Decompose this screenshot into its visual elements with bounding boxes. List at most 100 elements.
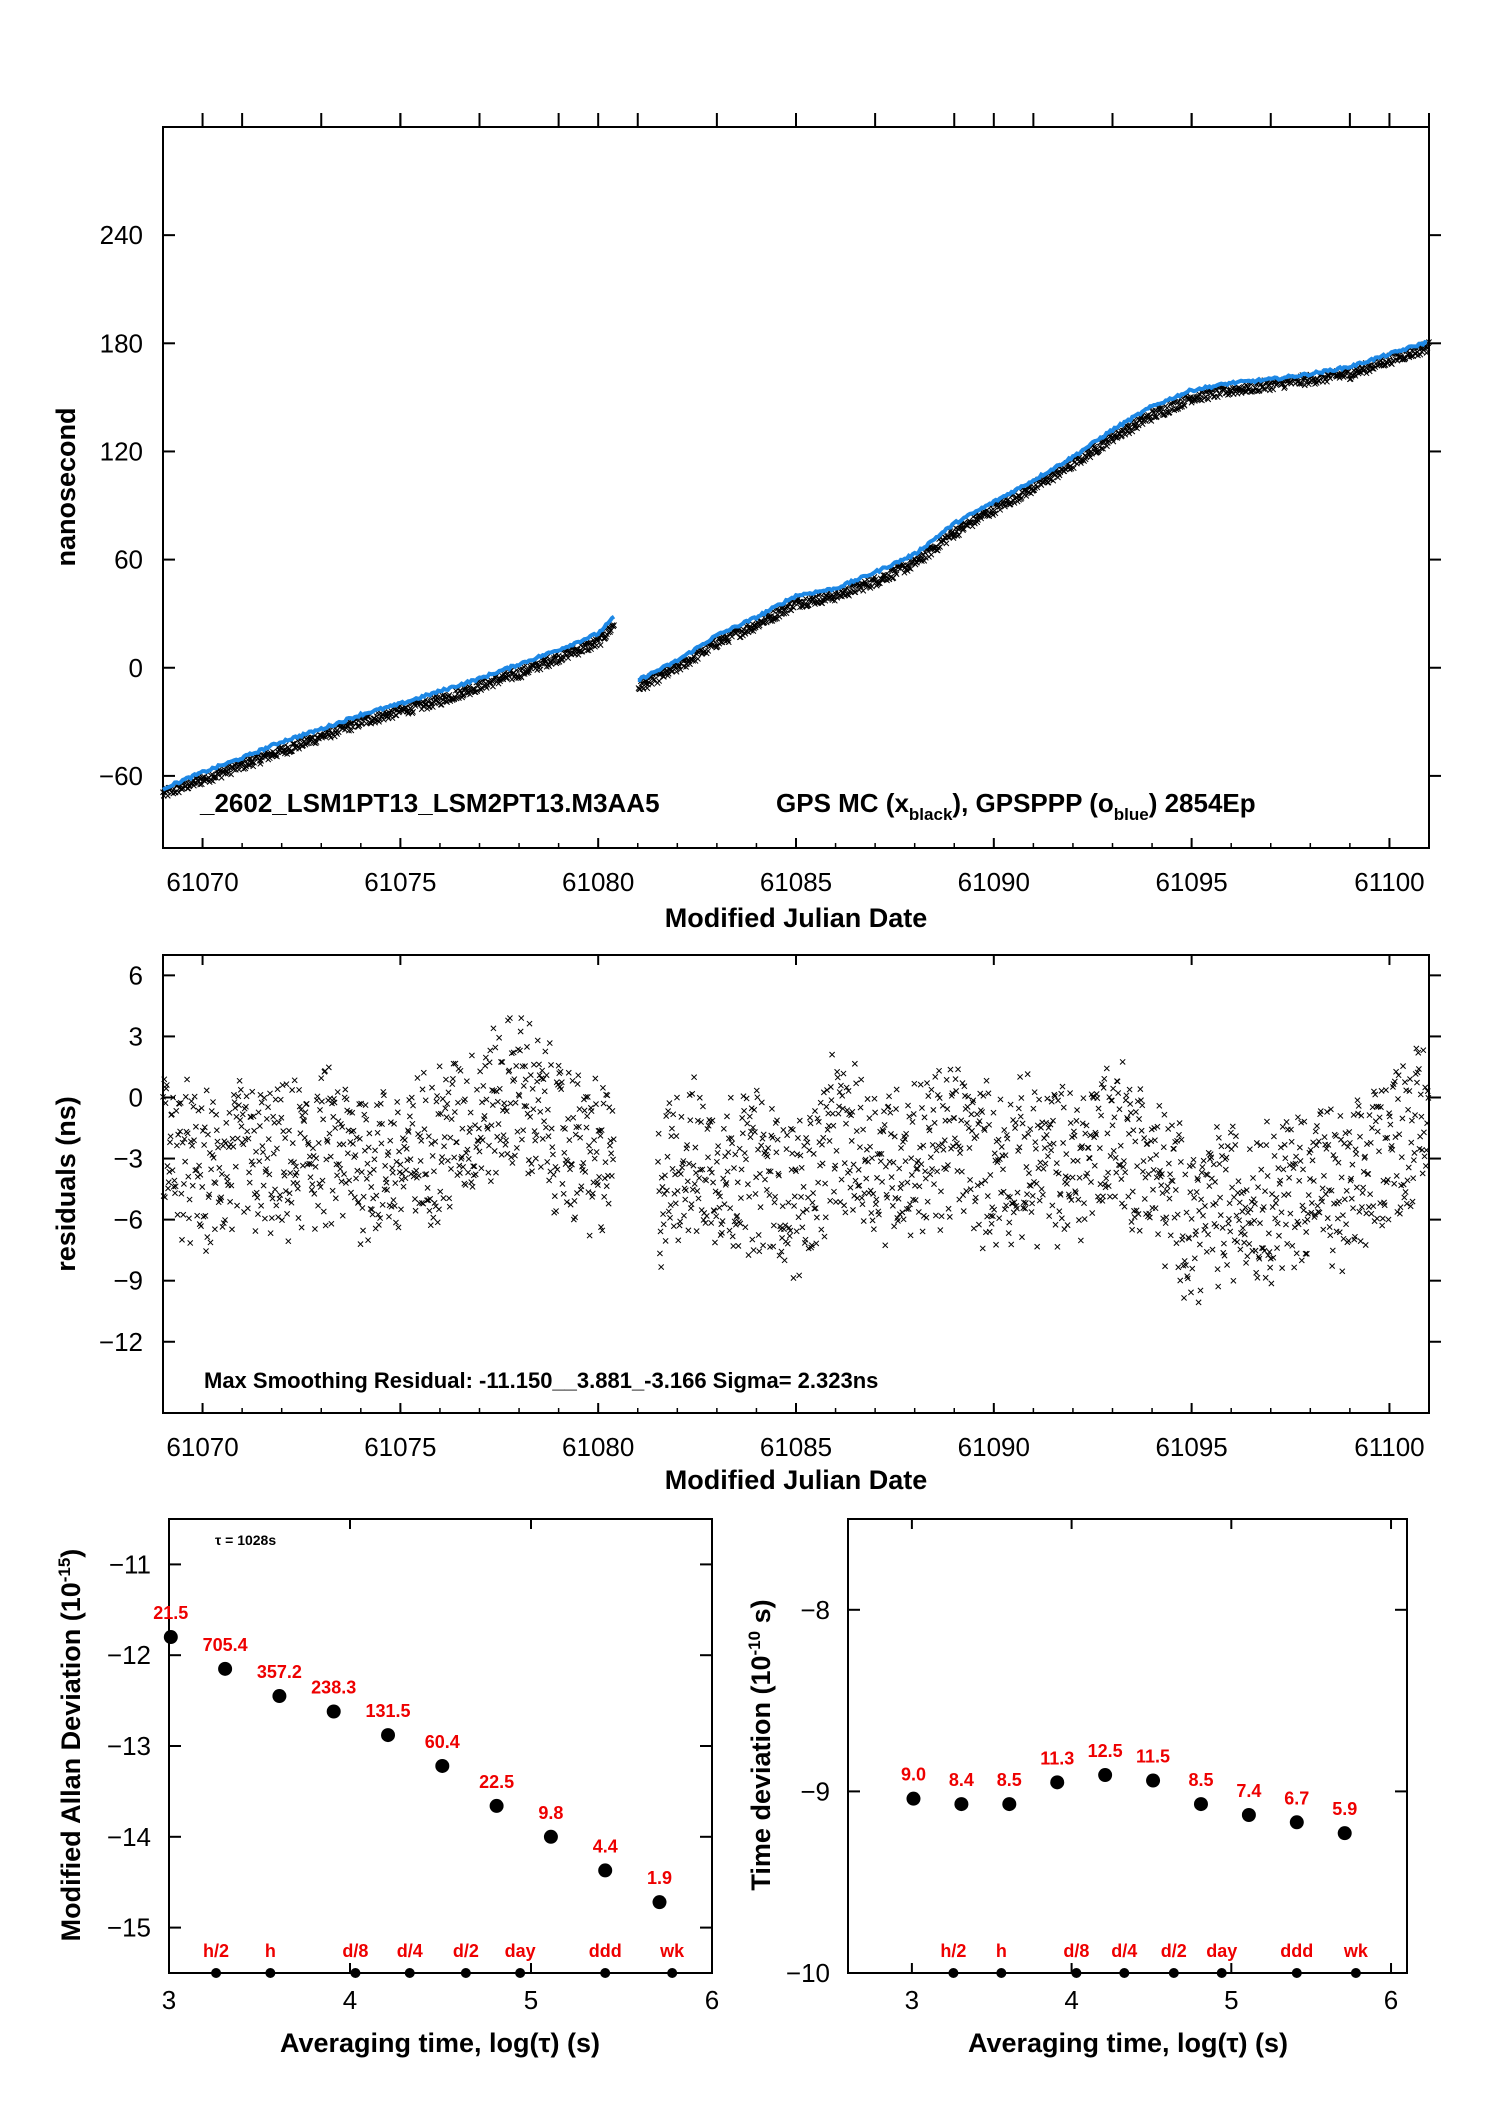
- residual-point: [1023, 1164, 1030, 1170]
- residual-point: [582, 1168, 589, 1175]
- residual-point: [687, 1117, 694, 1124]
- residual-point: [813, 1214, 820, 1221]
- residual-point: [390, 1197, 397, 1204]
- residual-point: [1385, 1216, 1392, 1223]
- residual-point: [938, 1188, 944, 1195]
- residual-point: [179, 1139, 186, 1146]
- residual-point: [1393, 1068, 1400, 1075]
- residual-point: [1327, 1106, 1334, 1113]
- residual-point: [946, 1213, 953, 1220]
- gps-mc-point: [1023, 492, 1030, 499]
- residual-point: [1324, 1215, 1331, 1222]
- residual-point: [762, 1176, 768, 1183]
- residual-point: [1098, 1081, 1105, 1088]
- residual-point: [534, 1037, 541, 1044]
- residual-point: [1378, 1087, 1385, 1094]
- residual-point: [230, 1091, 237, 1098]
- residual-point: [1125, 1193, 1132, 1200]
- residual-point: [829, 1110, 836, 1117]
- residual-point: [666, 1100, 673, 1107]
- residual-point: [1050, 1117, 1056, 1124]
- residual-point: [1053, 1160, 1060, 1167]
- residual-point: [927, 1171, 934, 1178]
- residual-point: [1234, 1239, 1241, 1245]
- residual-point: [693, 1228, 700, 1235]
- residual-point: [482, 1062, 489, 1069]
- residual-point: [1374, 1215, 1381, 1222]
- residual-point: [1354, 1097, 1361, 1104]
- residual-point: [695, 1195, 702, 1202]
- residual-point: [1275, 1165, 1282, 1172]
- residual-point: [1057, 1191, 1064, 1198]
- residual-point: [764, 1153, 771, 1160]
- residual-point: [510, 1049, 517, 1056]
- residual-point: [867, 1187, 874, 1194]
- caption-mid: ), GPSPPP (o: [952, 788, 1113, 818]
- residual-point: [506, 1015, 513, 1022]
- residual-point: [876, 1150, 883, 1157]
- residual-point: [949, 1090, 956, 1097]
- residual-point: [1170, 1145, 1177, 1152]
- residual-point: [446, 1195, 453, 1202]
- residual-point: [432, 1138, 439, 1145]
- residual-point: [963, 1120, 970, 1126]
- residual-point: [291, 1077, 298, 1084]
- residual-point: [461, 1096, 468, 1103]
- residual-point: [406, 1113, 413, 1120]
- residual-point: [410, 1102, 416, 1109]
- residual-point: [1052, 1221, 1059, 1228]
- residual-point: [1074, 1157, 1081, 1164]
- residual-point: [818, 1141, 825, 1148]
- residual-point: [660, 1211, 667, 1218]
- residual-point: [1424, 1120, 1431, 1127]
- residual-point: [800, 1183, 807, 1190]
- residual-point: [394, 1099, 401, 1105]
- residual-point: [249, 1088, 256, 1095]
- residual-point: [566, 1137, 573, 1144]
- residual-point: [799, 1224, 806, 1231]
- residual-point: [585, 1189, 592, 1196]
- mid-xtick-label: 61070: [166, 1432, 238, 1462]
- residual-point: [1289, 1242, 1296, 1249]
- residual-point: [320, 1116, 327, 1123]
- residual-point: [734, 1179, 741, 1186]
- residual-point: [536, 1061, 542, 1068]
- residual-point: [453, 1139, 460, 1146]
- residual-point: [219, 1223, 226, 1230]
- residual-point: [667, 1202, 674, 1208]
- residual-point: [825, 1110, 832, 1117]
- residual-point: [657, 1228, 664, 1235]
- residual-point: [423, 1171, 430, 1177]
- residual-point: [1182, 1262, 1189, 1269]
- gps-mc-point: [694, 655, 701, 662]
- residual-point: [1029, 1200, 1036, 1207]
- residual-point: [797, 1152, 804, 1159]
- residual-point: [1220, 1240, 1227, 1247]
- gps-mc-point: [1126, 430, 1133, 437]
- allan-point-label: 9.8: [538, 1803, 563, 1823]
- residual-point: [322, 1222, 329, 1229]
- gps-mc-point: [1001, 503, 1008, 510]
- residual-point: [178, 1190, 185, 1197]
- residual-point: [1164, 1183, 1171, 1190]
- residual-point: [184, 1076, 191, 1083]
- tdev-ytick-label: −9: [800, 1776, 830, 1806]
- residual-point: [434, 1093, 441, 1099]
- gps-mc-point: [1158, 405, 1165, 412]
- residual-point: [720, 1125, 727, 1132]
- residual-point: [555, 1062, 562, 1069]
- residual-point: [436, 1063, 443, 1070]
- residual-point: [368, 1184, 375, 1190]
- residual-point: [165, 1179, 172, 1186]
- gps-mc-point: [429, 704, 436, 710]
- residual-point: [1314, 1123, 1320, 1129]
- residual-point: [1368, 1210, 1375, 1217]
- residual-point: [1079, 1120, 1086, 1127]
- residual-point: [570, 1114, 577, 1121]
- residual-point: [187, 1240, 194, 1246]
- residual-point: [391, 1202, 398, 1209]
- residual-point: [1085, 1144, 1092, 1151]
- residual-point: [194, 1212, 201, 1219]
- residual-point: [800, 1209, 806, 1216]
- residual-point: [1279, 1123, 1286, 1130]
